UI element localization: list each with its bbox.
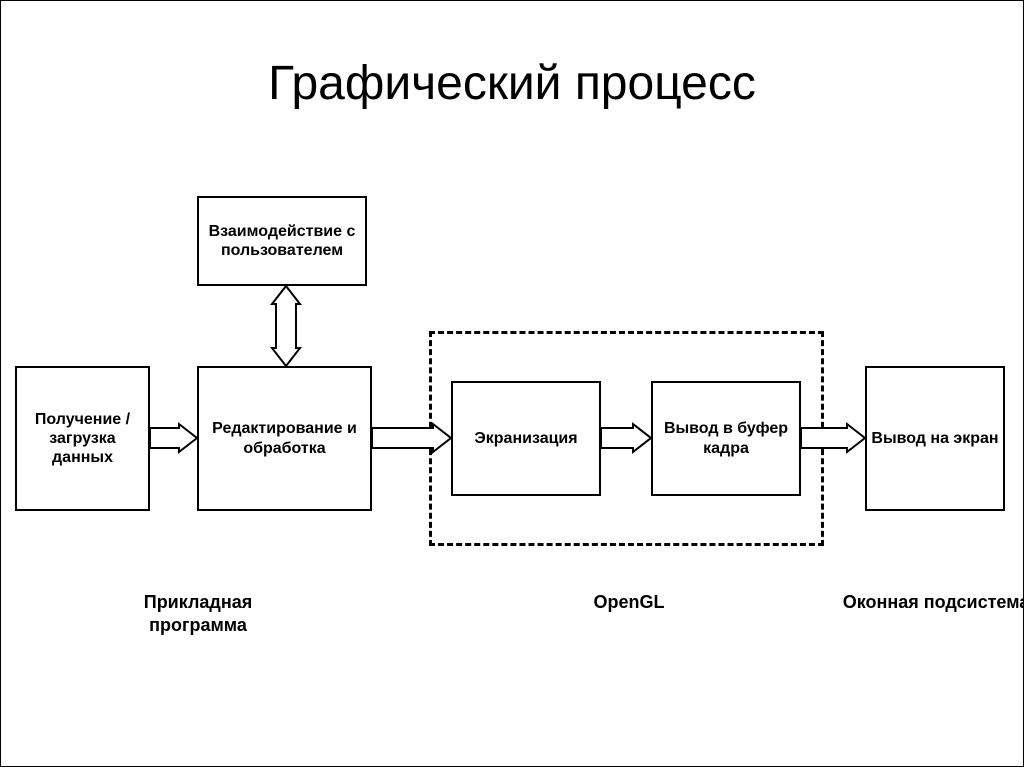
group-label-window: Оконная подсистема [836,591,1024,614]
arrow [272,286,300,366]
node-framebuffer: Вывод в буфер кадра [651,381,801,496]
node-label: Вывод на экран [871,429,998,448]
node-label: Получение / загрузка данных [21,410,144,468]
node-user-interaction: Взаимодействие с пользователем [197,196,367,286]
node-label: Вывод в буфер кадра [657,419,795,457]
arrow [150,424,197,452]
node-label: Экранизация [474,429,577,448]
node-data-load: Получение / загрузка данных [15,366,150,511]
node-screen-output: Вывод на экран [865,366,1005,511]
node-label: Взаимодействие с пользователем [203,222,361,260]
node-rasterization: Экранизация [451,381,601,496]
slide-frame: Графический процесс Получение / загрузка… [0,0,1024,767]
group-label-app: Прикладная программа [98,591,298,636]
node-label: Редактирование и обработка [203,419,366,457]
slide-title: Графический процесс [1,56,1023,111]
node-edit-process: Редактирование и обработка [197,366,372,511]
group-label-opengl: OpenGL [539,591,719,614]
